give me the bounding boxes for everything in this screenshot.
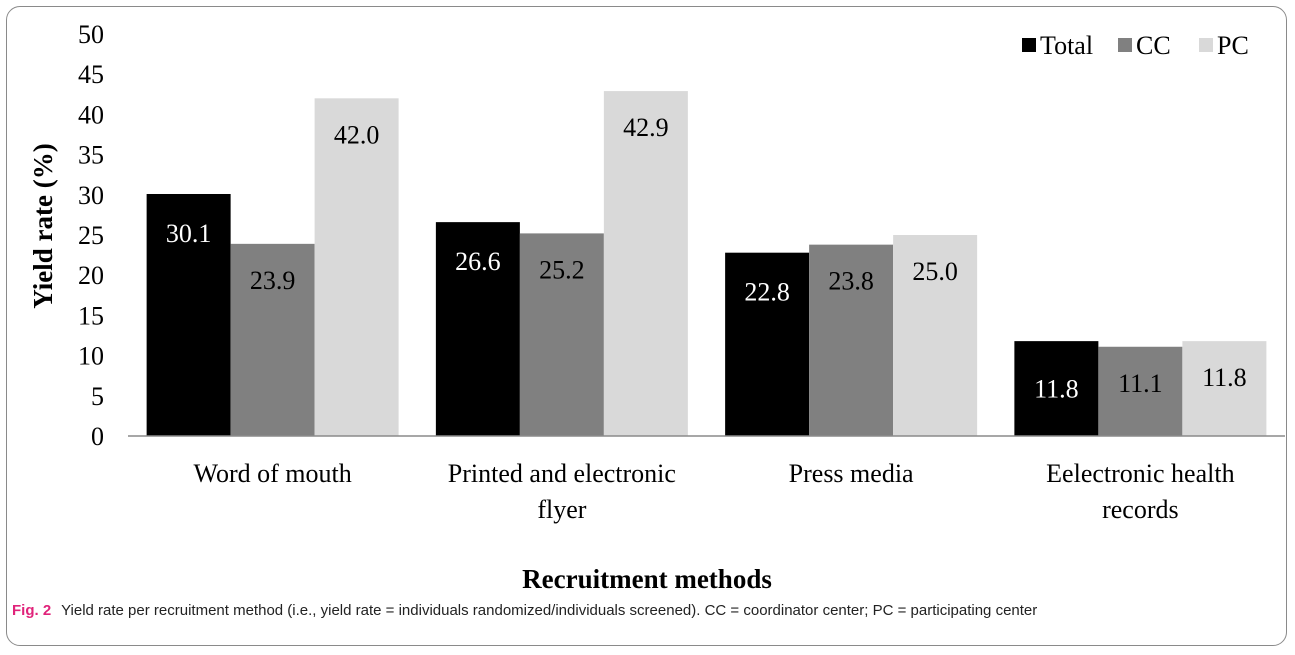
legend-label-cc: CC	[1136, 31, 1171, 60]
y-tick-label: 10	[78, 342, 104, 371]
bar-chart: 0 5 10 15 20 25 30 35 40 45 50 30.1 23.9 42.0 26.6 25.…	[28, 20, 1285, 594]
x-category-label: Word of mouth	[194, 459, 352, 488]
bar-value-label: 23.8	[828, 267, 874, 296]
bar-value-label: 30.1	[166, 219, 212, 248]
x-axis-title: Recruitment methods	[522, 564, 772, 594]
bar-value-label: 22.8	[744, 278, 790, 307]
y-tick-label: 20	[78, 261, 104, 290]
bar-labels: 30.1 23.9 42.0 26.6 25.2 42.9 22.8 23.8 25.0 11.8…	[166, 113, 1247, 403]
bar-pc	[603, 91, 688, 437]
bar-cc	[809, 244, 894, 436]
bar-total	[146, 193, 231, 436]
bar-value-label: 11.1	[1118, 369, 1163, 398]
bar-value-label: 11.8	[1202, 363, 1247, 392]
legend-swatch-total	[1022, 38, 1036, 52]
x-category-label: Eelectronic health	[1046, 459, 1234, 488]
caption-text: Yield rate per recruitment method (i.e.,…	[61, 602, 1038, 619]
bar-total	[435, 222, 520, 436]
legend: Total CC PC	[1022, 31, 1249, 60]
y-tick-label: 45	[78, 60, 104, 89]
bar-pc	[893, 235, 978, 436]
y-tick-label: 35	[78, 141, 104, 170]
legend-label-pc: PC	[1217, 31, 1249, 60]
bar-value-label: 42.0	[334, 120, 380, 149]
bar-value-label: 11.8	[1034, 375, 1079, 404]
bar-cc	[519, 233, 604, 436]
figure-label: Fig. 2	[12, 602, 52, 619]
figure-caption: Fig. 2 Yield rate per recruitment method…	[12, 600, 1282, 621]
y-axis-ticks: 0 5 10 15 20 25 30 35 40 45 50	[78, 20, 104, 451]
bar-pc	[1182, 341, 1267, 436]
x-category-label: records	[1102, 495, 1179, 524]
bar-value-label: 25.0	[912, 257, 958, 286]
y-tick-label: 15	[78, 301, 104, 330]
bar-total	[1014, 341, 1099, 436]
bar-value-label: 25.2	[539, 255, 585, 284]
legend-label-total: Total	[1040, 31, 1093, 60]
y-tick-label: 40	[78, 100, 104, 129]
x-category-label: Printed and electronic	[448, 459, 676, 488]
bar-value-label: 26.6	[455, 247, 501, 276]
y-tick-label: 5	[91, 382, 104, 411]
y-tick-label: 50	[78, 20, 104, 49]
bar-pc	[314, 98, 399, 436]
bars	[146, 91, 1267, 437]
y-tick-label: 30	[78, 181, 104, 210]
y-tick-label: 25	[78, 221, 104, 250]
bar-total	[725, 252, 810, 436]
y-axis-title: Yield rate (%)	[28, 143, 58, 308]
bar-value-label: 42.9	[623, 113, 669, 142]
bar-cc	[230, 243, 315, 436]
bar-value-label: 23.9	[250, 266, 296, 295]
legend-swatch-cc	[1118, 38, 1132, 52]
x-category-label: Press media	[789, 459, 914, 488]
x-axis-category-labels: Word of mouth Printed and electronic flyer…	[194, 459, 1235, 524]
legend-swatch-pc	[1199, 38, 1213, 52]
x-category-label: flyer	[537, 495, 586, 524]
y-tick-label: 0	[91, 422, 104, 451]
bar-cc	[1098, 346, 1183, 436]
